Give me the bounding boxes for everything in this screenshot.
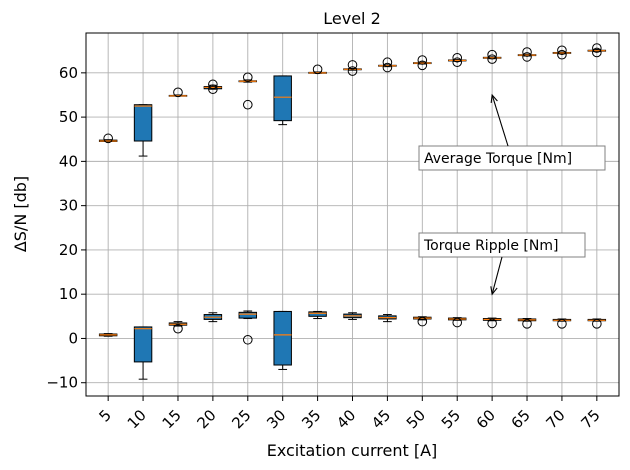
chart-title: Level 2 [323, 9, 381, 28]
y-axis-label: ΔS/N [db] [11, 176, 30, 252]
outlier-point [103, 133, 113, 144]
box-series [98, 43, 607, 380]
outlier-point [347, 66, 358, 76]
outlier-point [242, 99, 253, 110]
box-1-45 [378, 314, 397, 323]
outlier-point [242, 72, 253, 83]
outlier-point [347, 60, 358, 70]
outlier-point [382, 57, 393, 68]
box-0-50 [413, 55, 432, 71]
outlier-point [173, 87, 183, 98]
y-tick-label: 60 [59, 64, 78, 82]
outlier-point [592, 319, 602, 329]
outlier-point [522, 47, 532, 57]
y-tick-label: 20 [59, 241, 78, 259]
box-1-5 [98, 333, 118, 337]
x-axis-label: Excitation current [A] [267, 441, 438, 460]
box-1-15 [168, 321, 188, 334]
outlier-point [382, 62, 393, 73]
outlier-point [592, 47, 602, 58]
y-tick-label: 0 [68, 329, 78, 347]
outlier-point [417, 55, 428, 65]
grid-lines [86, 33, 619, 396]
box-0-15 [168, 87, 188, 98]
outlier-point [592, 43, 602, 53]
annotation-box [418, 232, 586, 258]
box-0-25 [238, 72, 258, 110]
annotation-1: Torque Ripple [Nm] [418, 232, 586, 296]
annotation-arrow-head [490, 93, 498, 103]
y-tick-label: 50 [59, 108, 78, 126]
box-body [273, 75, 292, 122]
outlier-point [487, 54, 497, 64]
annotation-label: Torque Ripple [Nm] [423, 238, 558, 254]
outlier-point [452, 57, 463, 68]
box-1-60 [482, 317, 502, 329]
box-1-30 [273, 310, 292, 370]
annotation-box [418, 145, 606, 171]
outlier-point [242, 334, 253, 345]
box-0-5 [98, 133, 118, 144]
box-1-35 [308, 310, 327, 320]
y-tick-label: 40 [59, 152, 78, 170]
annotations: Average Torque [Nm] Torque Ripple [Nm] [418, 93, 606, 296]
box-1-55 [447, 317, 467, 328]
box-1-70 [552, 318, 572, 329]
annotation-0: Average Torque [Nm] [418, 93, 606, 171]
outlier-point [208, 84, 218, 95]
outlier-point [557, 45, 567, 56]
box-body [238, 311, 258, 319]
box-0-10 [133, 104, 153, 157]
outlier-point [522, 319, 532, 329]
box-0-30 [273, 75, 292, 126]
box-1-40 [343, 312, 362, 320]
box-0-60 [482, 49, 502, 64]
annotation-arrow-shaft [491, 256, 503, 295]
box-0-75 [587, 43, 607, 58]
annotation-label: Average Torque [Nm] [424, 151, 572, 167]
outlier-point [417, 60, 428, 71]
outlier-point [452, 52, 463, 63]
outlier-point [452, 317, 463, 328]
outlier-point [417, 316, 428, 327]
outlier-point [312, 64, 323, 75]
y-axis-ticks: −10 0 10 20 30 40 50 60 [46, 64, 86, 392]
box-body [308, 311, 327, 317]
y-tick-label: 10 [59, 285, 78, 303]
box-0-55 [447, 52, 467, 68]
box-0-40 [343, 60, 362, 76]
box-0-35 [308, 64, 327, 75]
box-1-50 [413, 316, 432, 327]
box-0-20 [203, 79, 223, 95]
box-0-45 [378, 57, 397, 73]
outlier-point [557, 319, 567, 329]
box-1-20 [203, 312, 223, 323]
outlier-point [487, 318, 497, 329]
y-tick-label: −10 [46, 374, 78, 392]
outlier-point [173, 323, 183, 334]
box-1-25 [238, 310, 258, 345]
outlier-point [487, 49, 497, 60]
y-tick-label: 30 [59, 197, 78, 215]
box-body [133, 326, 153, 363]
box-body [273, 310, 292, 366]
box-0-65 [517, 47, 537, 62]
outlier-point [208, 79, 218, 90]
outlier-point [522, 52, 532, 62]
outlier-point [557, 49, 567, 60]
box-1-10 [133, 326, 153, 380]
box-body [133, 104, 153, 142]
annotation-arrow-head [490, 286, 498, 296]
box-0-70 [552, 45, 572, 60]
box-1-65 [517, 318, 537, 329]
box-1-75 [587, 318, 607, 329]
annotation-arrow-shaft [491, 94, 509, 147]
